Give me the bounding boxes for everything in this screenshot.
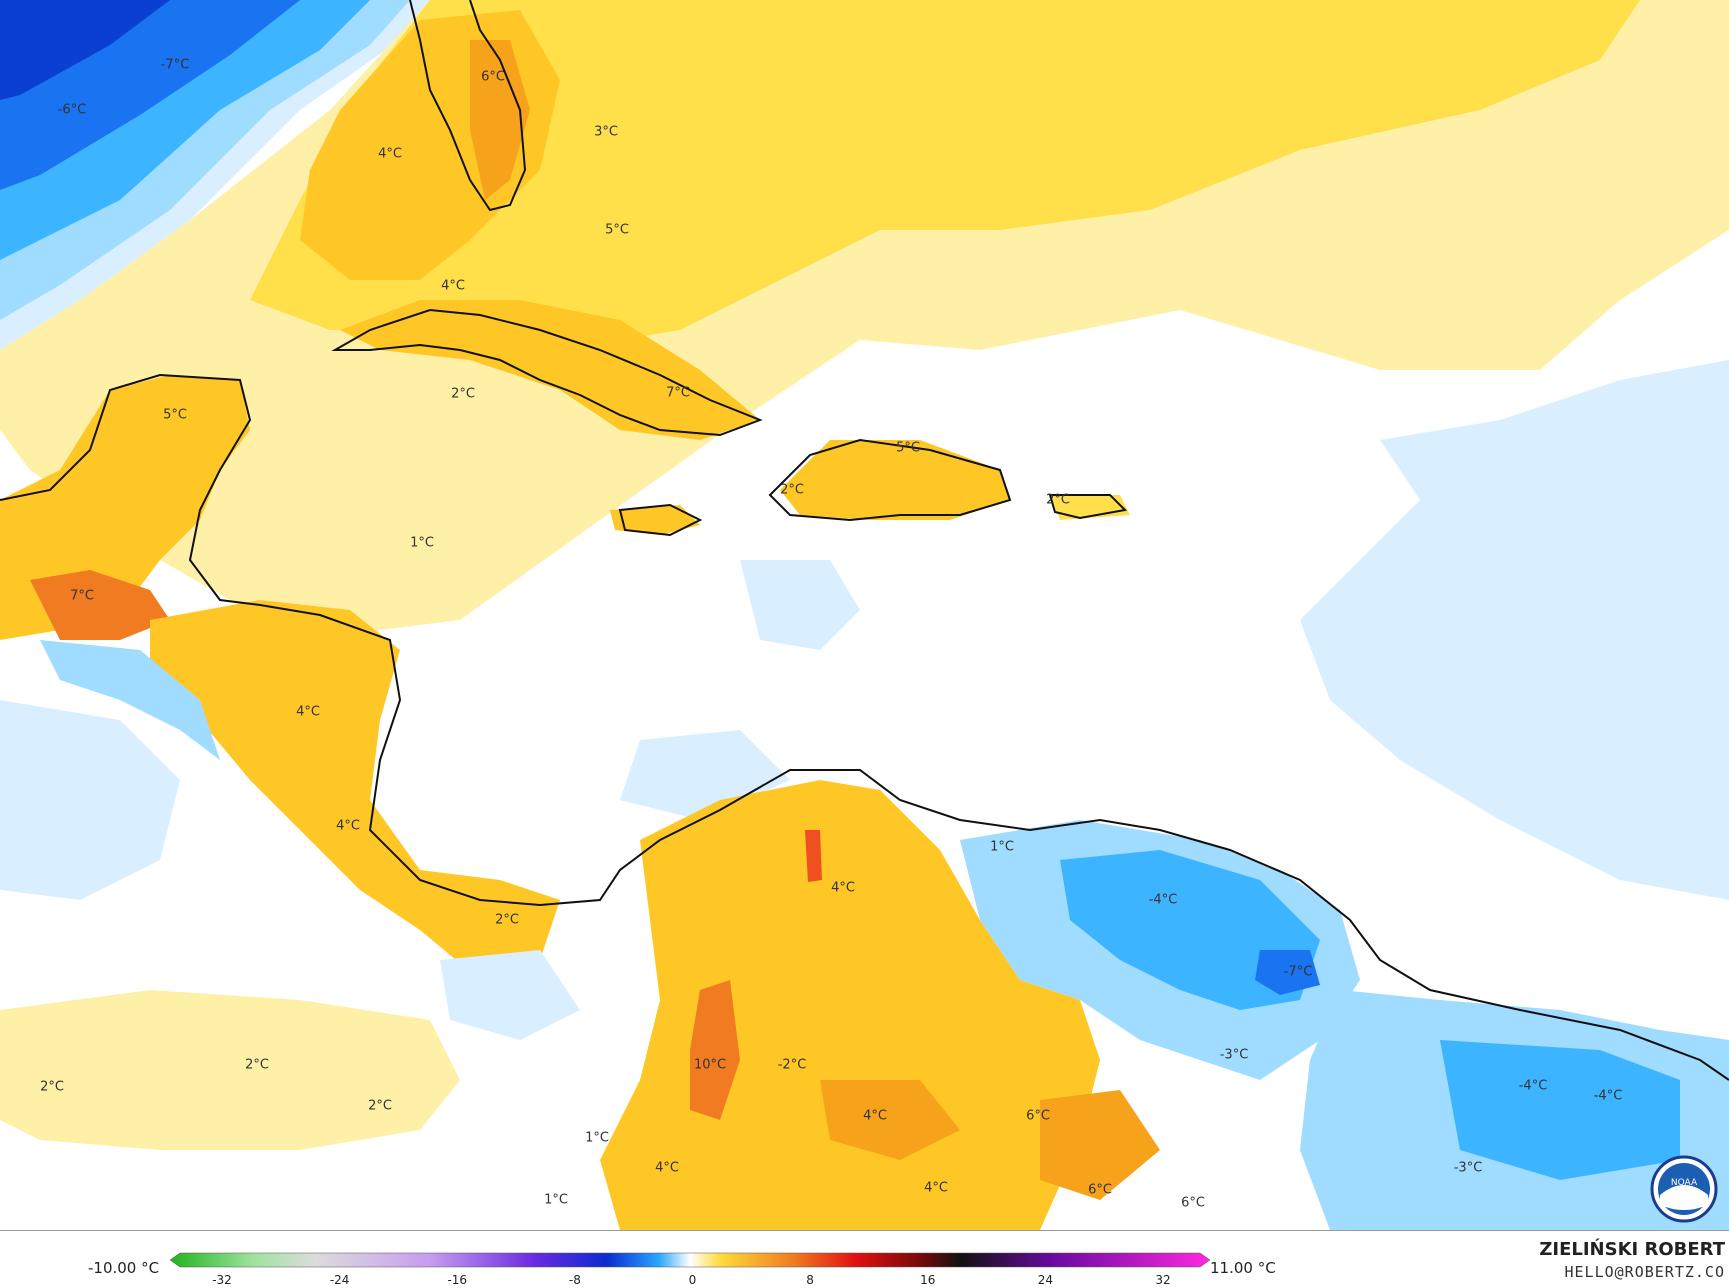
temperature-label: 2°C (40, 1079, 64, 1095)
cold-light-patch-pacific (0, 700, 180, 900)
temperature-label: 4°C (655, 1160, 679, 1176)
temperature-label: 6°C (481, 69, 505, 85)
hot-region-guyana (1040, 1090, 1160, 1200)
author-credit: ZIELIŃSKI ROBERT (1539, 1239, 1725, 1260)
map-canvas (0, 0, 1729, 1230)
hot-region-llanos (820, 1080, 960, 1160)
temperature-label: 6°C (1026, 1108, 1050, 1124)
warm-region-yucatan (0, 375, 250, 640)
temperature-label: 6°C (1088, 1182, 1112, 1198)
temperature-label: 2°C (451, 386, 475, 402)
color-scale-bar (170, 1252, 1210, 1268)
hot-region-santa-marta (805, 830, 822, 882)
colder-region-guiana (1440, 1040, 1680, 1180)
temperature-label: 6°C (1181, 1195, 1205, 1211)
noaa-logo: NOAA (1650, 1155, 1718, 1223)
warm-region-puertorico (1050, 495, 1130, 520)
temperature-anomaly-map: -7°C -6°C 6°C 4°C 3°C 5°C 4°C 2°C 7°C 5°C 5°C 2°C 2°… (0, 0, 1729, 1230)
temperature-label: 5°C (896, 440, 920, 456)
warm-region-cuba (340, 300, 760, 440)
cold-anomaly-region-northwest-deep (0, 0, 170, 100)
warm-region-central-america (150, 600, 560, 980)
temperature-label: -7°C (160, 57, 190, 73)
hot-region-colombia-andes (690, 980, 740, 1120)
temperature-label: -4°C (1593, 1088, 1623, 1104)
scale-tick-label: -8 (568, 1273, 581, 1287)
scale-tick-label: 32 (1155, 1273, 1171, 1287)
temperature-label: 4°C (378, 146, 402, 162)
temperature-label: 7°C (666, 385, 690, 401)
temperature-label: 4°C (441, 278, 465, 294)
temperature-label: 2°C (368, 1098, 392, 1114)
cold-region-honduras (40, 640, 220, 760)
scale-tick-label: 8 (806, 1273, 814, 1287)
coldest-region-venezuela (1255, 950, 1320, 995)
temperature-label: 1°C (410, 535, 434, 551)
warm-region-colombia (600, 780, 1100, 1230)
coastlines (0, 0, 1729, 1081)
scale-tick-label: 24 (1037, 1273, 1054, 1287)
temperature-label: -7°C (1283, 964, 1313, 980)
temperature-label: 2°C (245, 1057, 269, 1073)
temperature-label: 2°C (495, 912, 519, 928)
temperature-label: -2°C (777, 1057, 807, 1073)
warm-region-hispaniola (780, 440, 1010, 520)
temperature-label: 4°C (831, 880, 855, 896)
author-email: HELLO@ROBERTZ.CO (1564, 1263, 1725, 1281)
noaa-logo-text: NOAA (1671, 1178, 1698, 1188)
temperature-label: 2°C (1046, 492, 1070, 508)
temperature-label: 7°C (70, 588, 94, 604)
temperature-label: 4°C (924, 1180, 948, 1196)
hot-region-guatemala (30, 570, 170, 640)
temperature-label: 1°C (544, 1192, 568, 1208)
temperature-label: -3°C (1453, 1160, 1483, 1176)
temperature-label: -3°C (1219, 1047, 1249, 1063)
noaa-logo-icon: NOAA (1650, 1155, 1718, 1223)
temperature-label: -4°C (1148, 892, 1178, 908)
temperature-label: 1°C (990, 839, 1014, 855)
legend-min-label: -10.00 °C (88, 1259, 160, 1277)
temperature-label: 5°C (605, 222, 629, 238)
temperature-label: 10°C (693, 1057, 727, 1073)
temperature-label: 5°C (163, 407, 187, 423)
legend-max-label: 11.00 °C (1210, 1259, 1276, 1277)
warm-region-north (250, 0, 1640, 350)
temperature-label: 4°C (296, 704, 320, 720)
temperature-label: 2°C (780, 482, 804, 498)
scale-tick-label: -32 (212, 1273, 232, 1287)
cold-light-patch-central (740, 560, 860, 650)
temperature-label: -4°C (1518, 1078, 1548, 1094)
scale-tick-label: 0 (688, 1273, 697, 1287)
legend-footer: -10.00 °C -32 -24 -16 -8 0 8 16 24 3 (0, 1230, 1729, 1288)
cold-light-region-east-atlantic (1300, 360, 1729, 900)
temperature-label: 4°C (336, 818, 360, 834)
temperature-label: 3°C (594, 124, 618, 140)
temperature-label: 1°C (585, 1130, 609, 1146)
scale-tick-label: 16 (920, 1273, 936, 1287)
warm-region-jamaica (610, 505, 700, 535)
hot-region-florida (470, 40, 530, 200)
scale-tick-label: -16 (447, 1273, 468, 1287)
warm-light-region-pacific (0, 990, 460, 1150)
colder-region-venezuela (1060, 850, 1320, 1010)
temperature-label: -6°C (57, 102, 87, 118)
temperature-label: 4°C (863, 1108, 887, 1124)
scale-tick-label: -24 (329, 1273, 350, 1287)
cold-light-patch-panama (440, 950, 580, 1040)
